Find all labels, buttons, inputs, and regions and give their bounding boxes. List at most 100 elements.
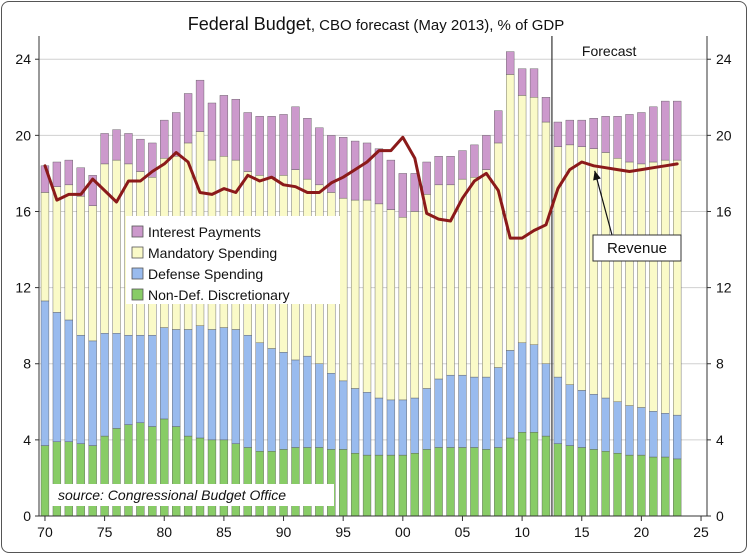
bar-defense-1994 — [327, 373, 336, 450]
bar-defense-1989 — [267, 348, 276, 452]
bar-defense-1998 — [374, 397, 384, 456]
x-tick-label-95: 95 — [335, 524, 351, 540]
bar-nondef-2012 — [541, 435, 551, 517]
bar-nondef-2005 — [458, 447, 467, 517]
bar-nondef-2009 — [506, 437, 515, 517]
bar-interest-2014 — [565, 119, 574, 146]
y-tick-label-left-4: 4 — [23, 432, 31, 448]
forecast-label: Forecast — [582, 43, 637, 59]
bar-nondef-2010 — [517, 432, 527, 517]
bar-mandatory-2017 — [601, 152, 610, 399]
bar-mandatory-1974 — [88, 205, 97, 342]
bar-nondef-2006 — [470, 447, 479, 517]
revenue-label: Revenue — [607, 240, 667, 257]
bar-interest-2018 — [613, 116, 622, 159]
bar-defense-1976 — [112, 333, 121, 429]
bar-interest-2006 — [470, 144, 479, 178]
y-tick-label-left-0: 0 — [23, 508, 31, 524]
y-tick-label-left-20: 20 — [15, 127, 31, 143]
bar-defense-1978 — [136, 334, 145, 423]
bar-defense-1992 — [303, 355, 312, 448]
bar-defense-2016 — [589, 393, 598, 450]
bar-defense-2003 — [434, 378, 443, 448]
bar-nondef-2021 — [649, 456, 658, 517]
bar-mandatory-2012 — [541, 121, 551, 364]
stacked-bars — [40, 51, 682, 517]
bar-defense-1986 — [231, 329, 240, 444]
bar-interest-2020 — [637, 112, 646, 165]
x-tick-label-15: 15 — [574, 524, 590, 540]
y-tick-label-right-8: 8 — [716, 356, 724, 372]
bar-nondef-1999 — [386, 454, 396, 517]
bar-nondef-2003 — [434, 447, 443, 517]
bar-interest-1976 — [112, 129, 121, 161]
legend-label-interest: Interest Payments — [148, 224, 261, 240]
bar-defense-2018 — [613, 401, 622, 454]
bar-interest-2004 — [446, 156, 455, 186]
bar-nondef-2016 — [589, 449, 598, 517]
bar-interest-2000 — [398, 173, 407, 218]
bar-interest-1975 — [100, 133, 109, 165]
bar-mandatory-2023 — [673, 159, 682, 416]
bar-mandatory-2015 — [577, 146, 586, 391]
x-tick-label-70: 70 — [37, 524, 53, 540]
bar-defense-1983 — [195, 325, 205, 439]
bar-interest-2015 — [577, 119, 586, 147]
bar-mandatory-2019 — [625, 161, 634, 406]
bar-interest-2003 — [434, 156, 443, 186]
bar-nondef-2008 — [494, 447, 503, 517]
bar-mandatory-1973 — [76, 196, 85, 336]
bar-interest-1995 — [339, 137, 348, 199]
bar-mandatory-1999 — [386, 209, 396, 401]
bar-mandatory-2010 — [517, 95, 527, 344]
bar-interest-2012 — [541, 97, 551, 123]
bar-interest-2007 — [482, 135, 491, 170]
bar-interest-1977 — [124, 133, 133, 165]
y-tick-label-left-16: 16 — [15, 203, 31, 219]
bar-interest-2009 — [506, 51, 515, 75]
bar-interest-2016 — [589, 118, 598, 149]
bar-interest-1984 — [207, 102, 217, 161]
legend-box — [126, 216, 340, 304]
bar-mandatory-2007 — [482, 169, 491, 378]
bar-interest-1982 — [183, 93, 193, 144]
x-tick-label-10: 10 — [514, 524, 530, 540]
bar-nondef-2020 — [637, 454, 646, 517]
bar-defense-1975 — [100, 333, 109, 437]
bar-interest-1974 — [88, 175, 97, 206]
legend-label-mandatory: Mandatory Spending — [148, 245, 277, 261]
bar-nondef-2011 — [529, 432, 539, 517]
bar-defense-2004 — [446, 374, 455, 448]
bar-interest-1998 — [374, 148, 384, 205]
bar-defense-1970 — [40, 300, 50, 446]
bar-mandatory-2002 — [422, 194, 431, 389]
bar-defense-1997 — [362, 392, 372, 456]
bar-defense-1987 — [243, 334, 252, 448]
bar-defense-1974 — [88, 340, 97, 446]
y-tick-label-left-12: 12 — [15, 280, 31, 296]
forecast-divider: Forecast — [551, 36, 637, 516]
bar-defense-2013 — [553, 376, 563, 444]
bar-interest-1986 — [231, 98, 240, 161]
bar-interest-2017 — [601, 116, 610, 153]
bar-mandatory-1995 — [339, 197, 348, 382]
x-tick-label-00: 00 — [395, 524, 411, 540]
bar-nondef-2007 — [482, 449, 491, 517]
bar-defense-1984 — [207, 329, 217, 441]
bar-interest-1987 — [243, 112, 252, 172]
bar-defense-1971 — [52, 312, 62, 442]
bar-interest-1992 — [303, 118, 312, 180]
bar-nondef-1990 — [279, 449, 288, 517]
bar-defense-2011 — [529, 344, 539, 433]
legend-swatch-nondef — [131, 288, 144, 301]
legend-swatch-mandatory — [131, 246, 144, 259]
bar-defense-1977 — [124, 334, 133, 425]
bar-interest-1999 — [386, 159, 396, 210]
x-tick-label-20: 20 — [634, 524, 650, 540]
bar-defense-2009 — [506, 350, 515, 439]
bar-nondef-2004 — [446, 447, 455, 517]
bar-defense-1980 — [160, 327, 169, 420]
